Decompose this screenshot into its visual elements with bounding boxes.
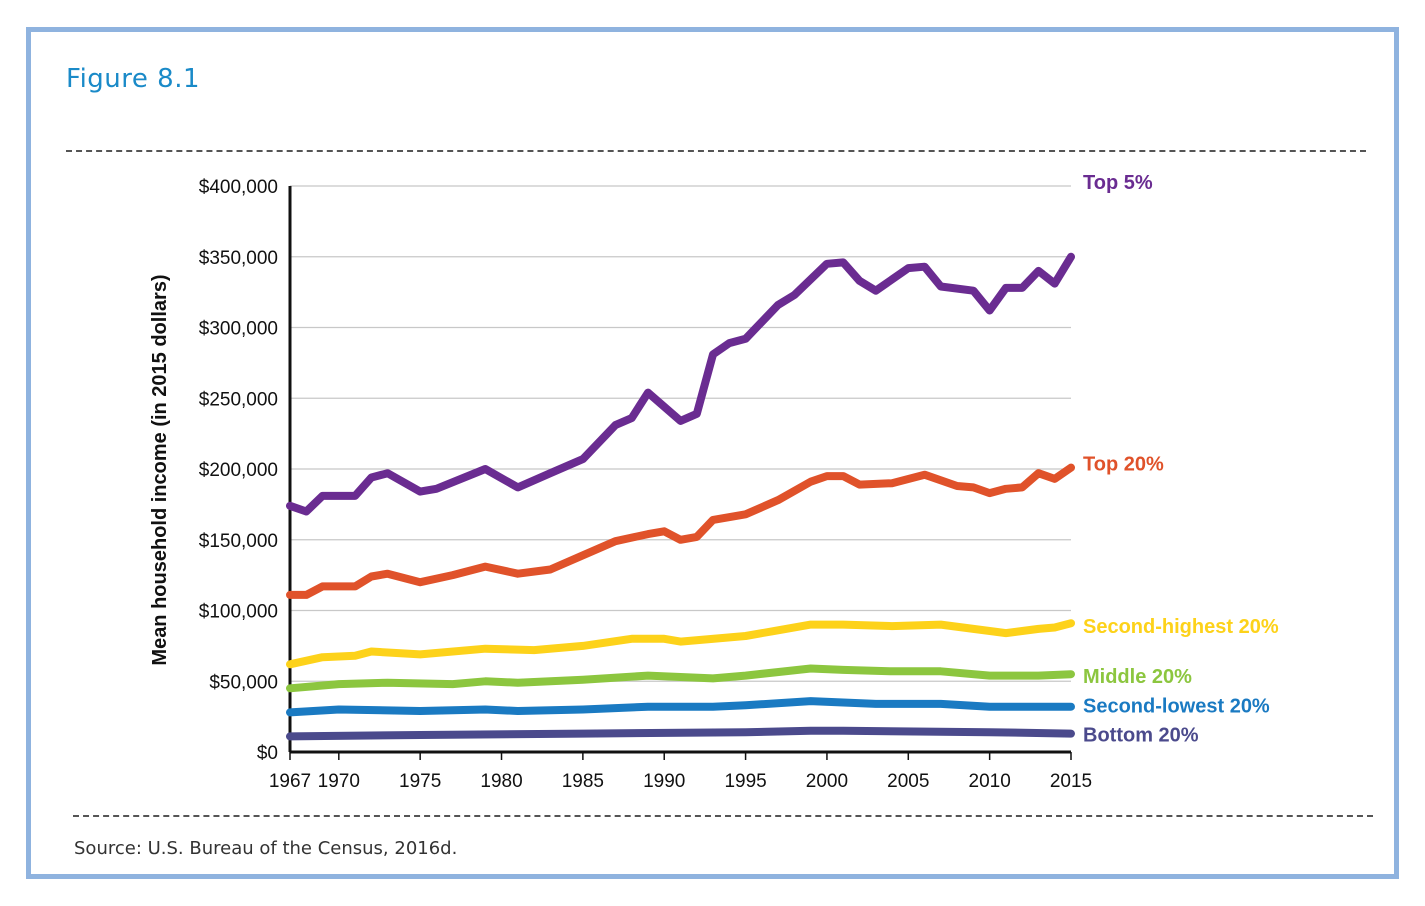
y-tick-label: $250,000 <box>199 389 278 410</box>
y-tick-label: $0 <box>257 743 278 764</box>
x-tick-label: 2015 <box>1050 771 1092 792</box>
y-tick-label: $50,000 <box>209 672 278 693</box>
y-tick-label: $300,000 <box>199 319 278 340</box>
x-tick-label: 1967 <box>269 771 311 792</box>
x-tick-label: 1990 <box>643 771 685 792</box>
y-tick-label: $400,000 <box>199 177 278 198</box>
y-tick-label: $150,000 <box>199 531 278 552</box>
series-labels: Top 5% Top 20% Second-highest 20% Middle 20… <box>1083 172 1279 747</box>
series-label-second-lowest-20: Second-lowest 20% <box>1083 696 1270 718</box>
y-tick-labels: $0 $50,000 $100,000 $150,000 $200,000 $250,00… <box>199 177 278 764</box>
bottom-divider <box>73 815 1373 817</box>
series-label-top-20: Top 20% <box>1083 454 1164 476</box>
series-line-top-20 <box>286 463 1075 599</box>
source-note: Source: U.S. Bureau of the Census, 2016d… <box>74 838 458 859</box>
x-tick-labels: 1967 1970 1975 1980 1985 1990 1995 2000 2005 2010… <box>269 771 1092 792</box>
x-tick-label: 2000 <box>806 771 848 792</box>
series-label-second-highest-20: Second-highest 20% <box>1083 616 1279 638</box>
y-axis-label: Mean household income (in 2015 dollars) <box>149 274 171 665</box>
series-label-top-5: Top 5% <box>1083 172 1153 194</box>
series-line-second-lowest-20 <box>286 697 1075 717</box>
series-line-top-5 <box>286 252 1075 516</box>
top-divider <box>66 150 1366 152</box>
series-label-bottom-20: Bottom 20% <box>1083 725 1199 747</box>
gridlines <box>290 185 1071 682</box>
y-tick-label: $100,000 <box>199 602 278 623</box>
y-tick-label: $350,000 <box>199 248 278 269</box>
series-lines <box>286 252 1075 741</box>
x-tick-label: 1985 <box>562 771 604 792</box>
axes <box>288 186 1072 760</box>
series-line-second-highest-20 <box>286 619 1075 669</box>
x-tick-label: 1970 <box>318 771 360 792</box>
x-tick-label: 1995 <box>724 771 766 792</box>
x-tick-label: 1975 <box>399 771 441 792</box>
figure-frame <box>26 27 1399 879</box>
x-tick-label: 1980 <box>480 771 522 792</box>
figure-title: Figure 8.1 <box>66 64 200 94</box>
series-line-middle-20 <box>286 664 1075 693</box>
series-label-middle-20: Middle 20% <box>1083 666 1192 688</box>
x-tick-label: 2010 <box>969 771 1011 792</box>
x-tick-label: 2005 <box>887 771 929 792</box>
y-tick-label: $200,000 <box>199 460 278 481</box>
series-line-bottom-20 <box>286 726 1075 741</box>
